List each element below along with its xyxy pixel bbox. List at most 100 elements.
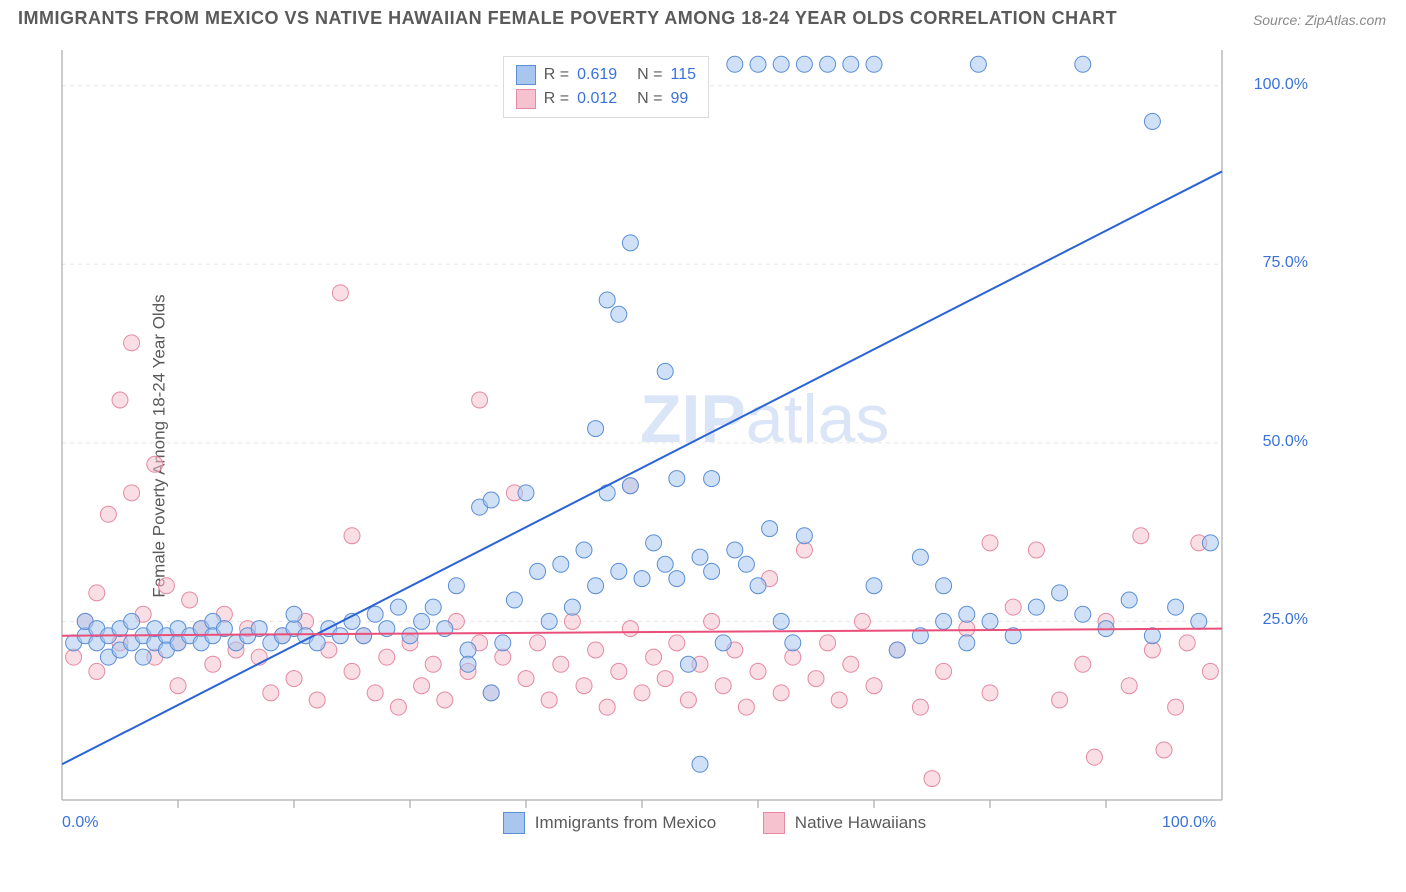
data-point [1144, 642, 1160, 658]
data-point [367, 606, 383, 622]
data-point [982, 613, 998, 629]
chart-title: IMMIGRANTS FROM MEXICO VS NATIVE HAWAIIA… [18, 8, 1117, 29]
data-point [576, 542, 592, 558]
data-point [286, 671, 302, 687]
data-point [100, 506, 116, 522]
data-point [1202, 535, 1218, 551]
data-point [959, 621, 975, 637]
correlation-legend-row: R =0.012N =99 [516, 87, 696, 111]
data-point [1121, 678, 1137, 694]
legend-n-value: 99 [670, 90, 688, 108]
data-point [599, 292, 615, 308]
data-point [541, 613, 557, 629]
data-point [796, 542, 812, 558]
data-point [309, 692, 325, 708]
legend-swatch [516, 89, 536, 109]
x-tick-label: 100.0% [1162, 814, 1216, 832]
data-point [831, 692, 847, 708]
legend-r-label: R = [544, 66, 569, 84]
data-point [588, 421, 604, 437]
data-point [506, 592, 522, 608]
legend-n-label: N = [637, 90, 662, 108]
data-point [669, 571, 685, 587]
data-point [135, 649, 151, 665]
data-point [727, 56, 743, 72]
data-point [564, 599, 580, 615]
correlation-legend: R =0.619N =115R =0.012N =99 [503, 56, 709, 118]
data-point [704, 563, 720, 579]
data-point [124, 613, 140, 629]
data-point [332, 628, 348, 644]
data-point [158, 578, 174, 594]
data-point [66, 649, 82, 665]
data-point [1075, 656, 1091, 672]
data-point [518, 671, 534, 687]
data-point [820, 56, 836, 72]
data-point [1133, 528, 1149, 544]
data-point [843, 56, 859, 72]
data-point [785, 649, 801, 665]
data-point [959, 606, 975, 622]
legend-n-label: N = [637, 66, 662, 84]
data-point [692, 549, 708, 565]
data-point [715, 635, 731, 651]
data-point [704, 471, 720, 487]
data-point [657, 556, 673, 572]
data-point [495, 635, 511, 651]
data-point [982, 685, 998, 701]
data-point [390, 599, 406, 615]
data-point [785, 635, 801, 651]
data-point [1144, 628, 1160, 644]
data-point [715, 678, 731, 694]
data-point [669, 635, 685, 651]
data-point [912, 549, 928, 565]
data-point [1075, 606, 1091, 622]
data-point [622, 478, 638, 494]
data-point [170, 678, 186, 694]
data-point [669, 471, 685, 487]
data-point [263, 685, 279, 701]
data-point [344, 528, 360, 544]
data-point [657, 363, 673, 379]
data-point [530, 635, 546, 651]
data-point [773, 56, 789, 72]
data-point [843, 656, 859, 672]
data-point [1086, 749, 1102, 765]
y-tick-label: 25.0% [1228, 611, 1308, 629]
data-point [750, 56, 766, 72]
data-point [866, 56, 882, 72]
data-point [762, 521, 778, 537]
data-point [599, 699, 615, 715]
data-point [344, 663, 360, 679]
data-point [773, 613, 789, 629]
data-point [414, 613, 430, 629]
data-point [680, 692, 696, 708]
data-point [356, 628, 372, 644]
data-point [959, 635, 975, 651]
data-point [182, 592, 198, 608]
data-point [124, 335, 140, 351]
data-point [1179, 635, 1195, 651]
data-point [1191, 613, 1207, 629]
data-point [796, 528, 812, 544]
data-point [379, 649, 395, 665]
source-attribution: Source: ZipAtlas.com [1253, 12, 1386, 28]
data-point [808, 671, 824, 687]
data-point [472, 392, 488, 408]
x-tick-label: 0.0% [62, 814, 98, 832]
data-point [634, 571, 650, 587]
data-point [854, 613, 870, 629]
data-point [646, 649, 662, 665]
data-point [1075, 56, 1091, 72]
data-point [680, 656, 696, 672]
data-point [622, 235, 638, 251]
data-point [286, 606, 302, 622]
data-point [576, 678, 592, 694]
trend-line [62, 629, 1222, 636]
data-point [483, 685, 499, 701]
data-point [611, 306, 627, 322]
data-point [1156, 742, 1172, 758]
data-point [657, 671, 673, 687]
data-point [599, 485, 615, 501]
data-point [205, 656, 221, 672]
